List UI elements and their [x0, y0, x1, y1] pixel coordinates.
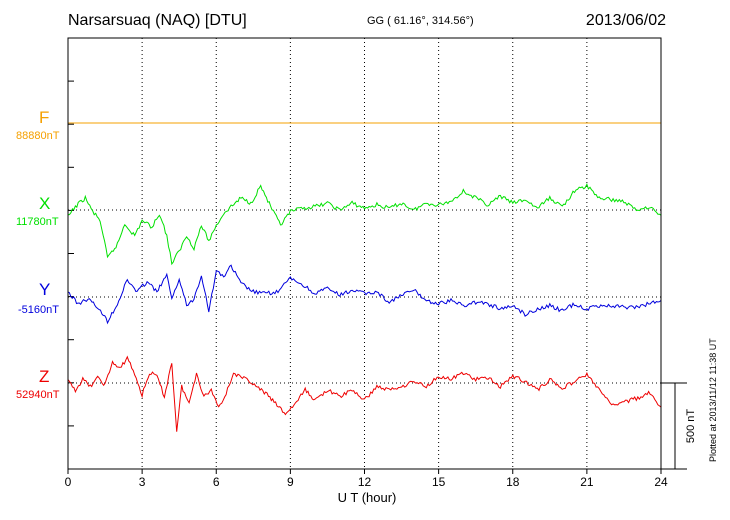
x-tick-label: 12 — [358, 475, 372, 489]
component-letter-y: Y — [39, 280, 51, 299]
x-tick-label: 0 — [65, 475, 72, 489]
scale-bar-label: 500 nT — [685, 409, 697, 444]
component-baseline-z: 52940nT — [16, 389, 60, 401]
x-axis-label: U T (hour) — [338, 490, 397, 505]
x-ticks: 0 3 6 9 12 15 18 21 24 — [65, 469, 668, 489]
x-tick-label: 18 — [506, 475, 520, 489]
series-line-y — [67, 264, 662, 325]
series-line-x — [67, 182, 662, 266]
grid-lines — [68, 37, 661, 469]
component-letter-x: X — [39, 194, 51, 213]
x-tick-label: 24 — [654, 475, 668, 489]
x-tick-label: 6 — [213, 475, 220, 489]
component-baseline-x: 11780nT — [16, 216, 59, 228]
plot-date: 2013/06/02 — [585, 12, 666, 29]
x-tick-label: 21 — [580, 475, 594, 489]
x-tick-label: 9 — [287, 475, 294, 489]
scale-bar: 500 nT — [661, 382, 697, 470]
station-title: Narsarsuaq (NAQ) [DTU] — [68, 12, 247, 29]
geographic-coordinates: GG ( 61.16°, 314.56°) — [367, 15, 474, 27]
component-baseline-y: -5160nT — [18, 304, 59, 316]
component-letter-z: Z — [39, 367, 50, 386]
series-line-z — [67, 355, 662, 432]
component-baseline-f: 88880nT — [16, 130, 60, 142]
x-tick-label: 3 — [139, 475, 146, 489]
component-letter-f: F — [39, 108, 50, 127]
series-lines — [67, 122, 662, 432]
x-tick-label: 15 — [432, 475, 446, 489]
